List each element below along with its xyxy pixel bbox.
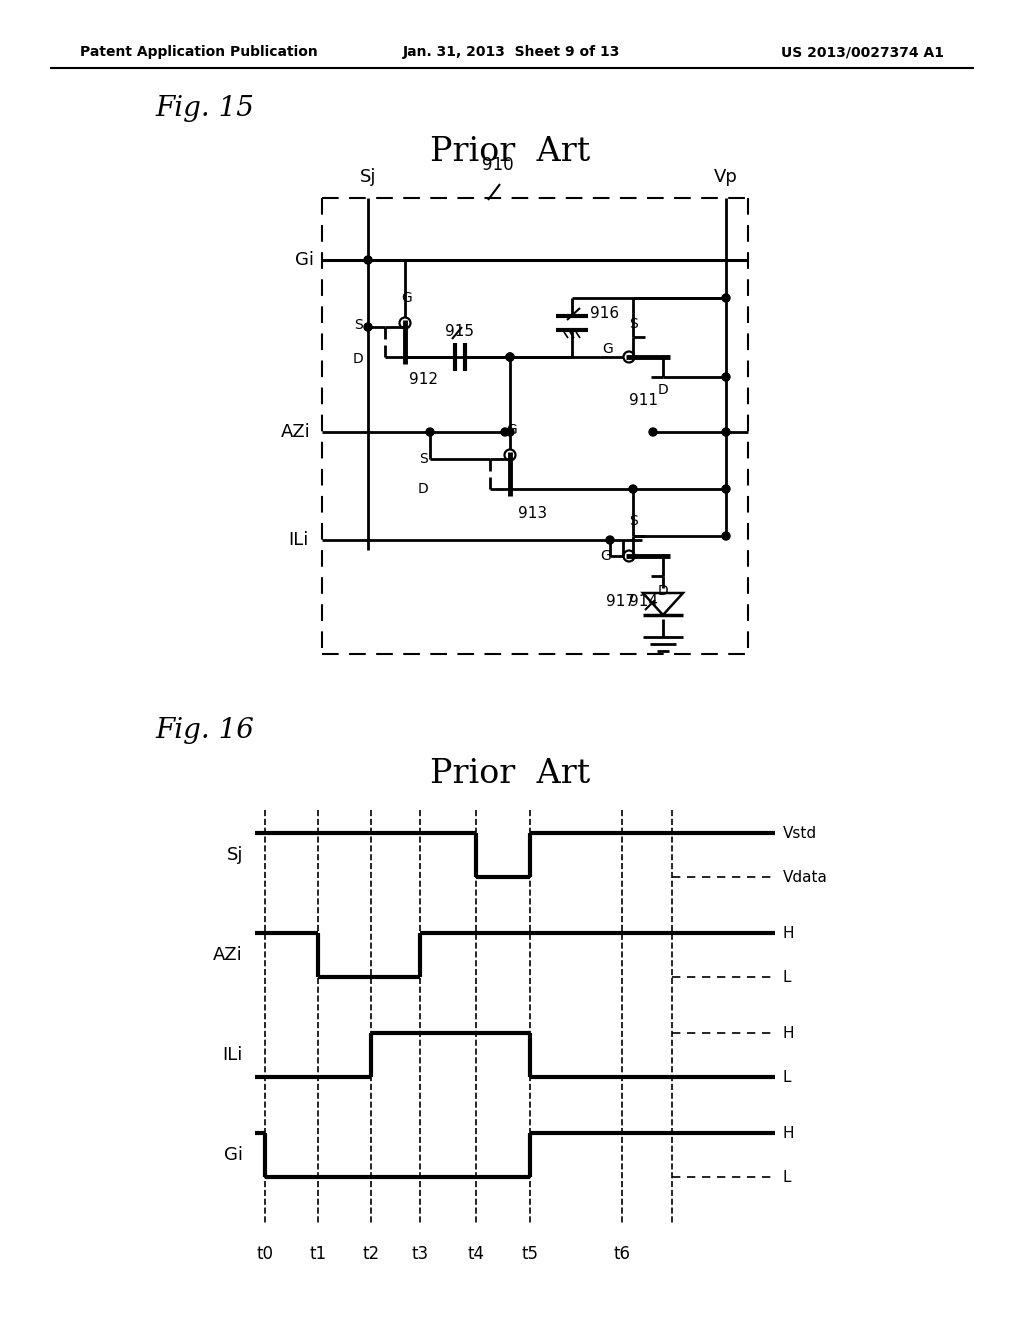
Text: ILi: ILi <box>222 1045 243 1064</box>
Text: Vdata: Vdata <box>783 870 827 884</box>
Text: G: G <box>601 549 611 564</box>
Text: ILi: ILi <box>289 531 309 549</box>
Text: G: G <box>507 422 517 437</box>
Text: 911: 911 <box>629 393 657 408</box>
Text: D: D <box>417 482 428 496</box>
Text: Vstd: Vstd <box>783 825 817 841</box>
Text: Gi: Gi <box>295 251 314 269</box>
Text: L: L <box>783 1170 792 1184</box>
Text: D: D <box>352 352 362 366</box>
Circle shape <box>506 428 514 436</box>
Circle shape <box>364 323 372 331</box>
Text: L: L <box>783 969 792 985</box>
Circle shape <box>722 374 730 381</box>
Text: G: G <box>603 342 613 356</box>
Text: S: S <box>629 317 637 331</box>
Text: H: H <box>783 1026 795 1040</box>
Text: 916: 916 <box>590 306 620 322</box>
Text: t3: t3 <box>412 1245 429 1263</box>
Text: S: S <box>629 513 637 528</box>
Text: Vp: Vp <box>714 168 738 186</box>
Circle shape <box>722 532 730 540</box>
Text: 914: 914 <box>629 594 657 609</box>
Text: G: G <box>401 290 413 305</box>
Text: t0: t0 <box>256 1245 273 1263</box>
Text: t1: t1 <box>309 1245 327 1263</box>
Circle shape <box>649 428 657 436</box>
Text: Prior  Art: Prior Art <box>430 758 590 789</box>
Circle shape <box>501 428 509 436</box>
Text: D: D <box>657 383 669 397</box>
Text: Jan. 31, 2013  Sheet 9 of 13: Jan. 31, 2013 Sheet 9 of 13 <box>403 45 621 59</box>
Text: Fig. 15: Fig. 15 <box>155 95 254 121</box>
Circle shape <box>629 484 637 492</box>
Text: S: S <box>419 451 428 466</box>
Text: t6: t6 <box>613 1245 631 1263</box>
Circle shape <box>722 428 730 436</box>
Text: 913: 913 <box>518 506 547 521</box>
Circle shape <box>506 352 514 360</box>
Text: H: H <box>783 925 795 940</box>
Text: Gi: Gi <box>224 1146 243 1164</box>
Text: L: L <box>783 1069 792 1085</box>
Text: AZi: AZi <box>282 422 311 441</box>
Text: Sj: Sj <box>226 846 243 865</box>
Text: Prior  Art: Prior Art <box>430 136 590 168</box>
Text: US 2013/0027374 A1: US 2013/0027374 A1 <box>781 45 944 59</box>
Text: S: S <box>354 318 362 333</box>
Text: Sj: Sj <box>359 168 376 186</box>
Text: 912: 912 <box>409 372 438 387</box>
Text: D: D <box>657 583 669 598</box>
Text: 915: 915 <box>445 323 474 338</box>
Circle shape <box>722 294 730 302</box>
Circle shape <box>506 352 514 360</box>
Circle shape <box>426 428 434 436</box>
Circle shape <box>364 256 372 264</box>
Circle shape <box>722 484 730 492</box>
Text: t4: t4 <box>468 1245 484 1263</box>
Text: AZi: AZi <box>213 946 243 964</box>
Circle shape <box>606 536 614 544</box>
Text: 917: 917 <box>606 594 635 610</box>
Text: 910: 910 <box>482 156 514 174</box>
Text: Fig. 16: Fig. 16 <box>155 717 254 743</box>
Text: Patent Application Publication: Patent Application Publication <box>80 45 317 59</box>
Text: t5: t5 <box>521 1245 539 1263</box>
Text: H: H <box>783 1126 795 1140</box>
Text: t2: t2 <box>362 1245 380 1263</box>
